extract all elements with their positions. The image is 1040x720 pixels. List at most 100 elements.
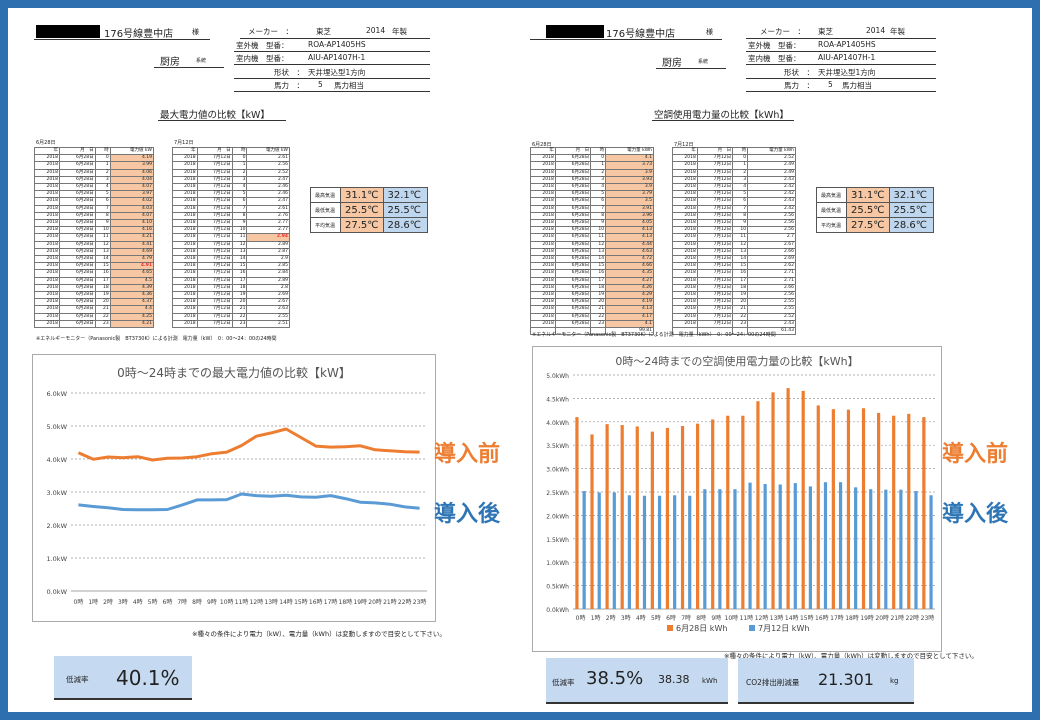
cell-year: 2018 (672, 262, 698, 271)
cell-year: 2018 (172, 247, 198, 257)
cell-year: 2018 (530, 168, 556, 177)
cell-date: 6月28日 (554, 175, 592, 185)
cell-year: 2018 (34, 211, 60, 221)
cell-year: 2018 (530, 226, 556, 235)
kw-line-chart: 0時～24時までの最大電力値の比較【kW】 0.0kW 1.0kW 2.0kW 3.0k… (32, 354, 436, 622)
cell-date: 7月12日 (196, 190, 233, 199)
cell-year: 2018 (530, 247, 556, 257)
table-row: 2018 7月12日 21 2.55 (672, 305, 796, 314)
cell-value: 4.63 (605, 247, 654, 257)
cell-hour: 18 (231, 283, 248, 293)
x-tick-label: 23時 (413, 598, 427, 606)
bar (899, 489, 903, 609)
bar (877, 412, 881, 609)
x-tick-label: 16時 (815, 614, 829, 622)
cell-date: 7月12日 (696, 291, 734, 300)
underline (234, 78, 430, 79)
cell-hour: 4 (231, 183, 248, 192)
cell-hour: 15 (732, 262, 749, 271)
cell-value: 2.66 (747, 283, 796, 293)
kwh-bar-chart: 0時～24時までの空調使用電力量の比較【kWh】 0.0kWh 0.5kWh 1.0k… (532, 346, 942, 652)
table-row: 2018 7月12日 12 2.67 (672, 240, 796, 249)
table-row: 2018 7月12日 9 2.56 (672, 219, 796, 228)
table-row: 2018 7月12日 16 2.84 (172, 269, 290, 278)
cell-date: 7月12日 (696, 211, 734, 221)
cell-value: 4.1 (605, 154, 654, 163)
cell-value: 2.43 (747, 175, 796, 185)
cell-year: 2018 (34, 183, 60, 192)
cell-date: 6月28日 (554, 190, 592, 199)
cell-date: 6月28日 (554, 247, 592, 257)
table-row: 2018 7月12日 8 2.56 (672, 211, 796, 221)
cell-date: 6月28日 (554, 211, 592, 221)
maker-label: メーカー ： (760, 27, 805, 36)
cell-hour: 14 (590, 255, 607, 264)
x-tick-label: 9時 (711, 614, 721, 622)
year-value: 2014 (366, 26, 386, 35)
cell-year: 2018 (530, 305, 556, 314)
bar (627, 495, 631, 609)
cell-date: 7月12日 (196, 269, 233, 278)
cell-year: 2018 (34, 298, 60, 307)
reduction-label: 低減率 (552, 678, 575, 687)
cell-year: 2018 (530, 255, 556, 264)
cell-hour: 14 (231, 255, 248, 264)
bar (688, 495, 692, 609)
cell-date: 6月28日 (59, 219, 96, 228)
cell-year: 2018 (672, 276, 698, 285)
cell-hour: 21 (231, 305, 248, 314)
table-row: 2018 7月12日 17 2.71 (672, 276, 796, 285)
cell-year: 2018 (530, 233, 556, 242)
cell-date: 7月12日 (196, 283, 233, 293)
table-row: 2018 7月12日 3 2.47 (172, 175, 290, 185)
cell-value: 3.91 (605, 204, 654, 213)
underline (746, 51, 936, 52)
cell-value: 2.55 (747, 305, 796, 314)
cell-year: 2018 (34, 204, 60, 213)
table-row: 2018 7月12日 16 2.71 (672, 269, 796, 278)
x-tick-label: 0時 (576, 614, 586, 622)
temperature-box: 最高気温 31.1℃ 32.1℃ 最低気温 25.5℃ 25.5℃ 平均気温 27.5℃ 2… (310, 187, 428, 233)
avg-temp-label: 平均気温 (816, 217, 847, 233)
bar (838, 482, 843, 609)
redacted-name (546, 25, 604, 38)
cell-date: 7月12日 (696, 233, 734, 242)
cell-hour: 19 (231, 291, 248, 300)
table-row: 2018 7月12日 0 2.61 (172, 154, 290, 163)
cell-value: 4.13 (605, 233, 654, 242)
chart-title: 0時～24時までの空調使用電力量の比較【kWh】 (615, 354, 858, 368)
cell-value: 2.52 (747, 154, 796, 163)
co2-label: CO2排出削減量 (746, 678, 800, 687)
cell-total: 99.81 (605, 327, 654, 336)
cell-hour: 6 (231, 197, 248, 206)
series-line (78, 492, 420, 512)
cell-value: 2.71 (747, 276, 796, 285)
cell-value: 4.72 (605, 255, 654, 264)
cell-date: 6月28日 (59, 262, 96, 271)
cell-value: 4.19 (109, 154, 155, 163)
cell-value: 4.06 (109, 168, 155, 177)
x-tick-label: 20時 (368, 598, 382, 606)
cell-value: 2.42 (747, 204, 796, 213)
x-tick-label: 13時 (770, 614, 784, 622)
underline (652, 120, 794, 121)
cell-year: 2018 (34, 255, 60, 264)
cell-value: 2.52 (246, 168, 290, 177)
col-date: 月 日 (554, 146, 592, 156)
y-tick-label: 2.0kW (46, 522, 67, 530)
cell-year: 2018 (172, 262, 198, 271)
cell-hour: 18 (94, 283, 111, 293)
cell-value: 3.99 (109, 161, 155, 170)
table-row: 2018 6月28日 11 4.21 (34, 233, 155, 242)
x-tick-label: 6時 (666, 614, 676, 622)
cell-value: 4.37 (109, 298, 155, 307)
cell-year: 2018 (34, 175, 60, 185)
cell-hour: 7 (231, 204, 248, 213)
cell-year: 2018 (172, 204, 198, 213)
cell-year: 2018 (672, 233, 698, 242)
y-tick-label: 4.0kW (46, 456, 67, 464)
cell-date: 7月12日 (196, 255, 233, 264)
hp-value: 5 (318, 80, 323, 89)
kwh-table-0628: 年月 日時電力量 kWh 2018 6月28日 0 4.1 2018 6月28日 1 3.73 2… (530, 146, 654, 336)
cell-date: 6月28日 (59, 233, 96, 242)
